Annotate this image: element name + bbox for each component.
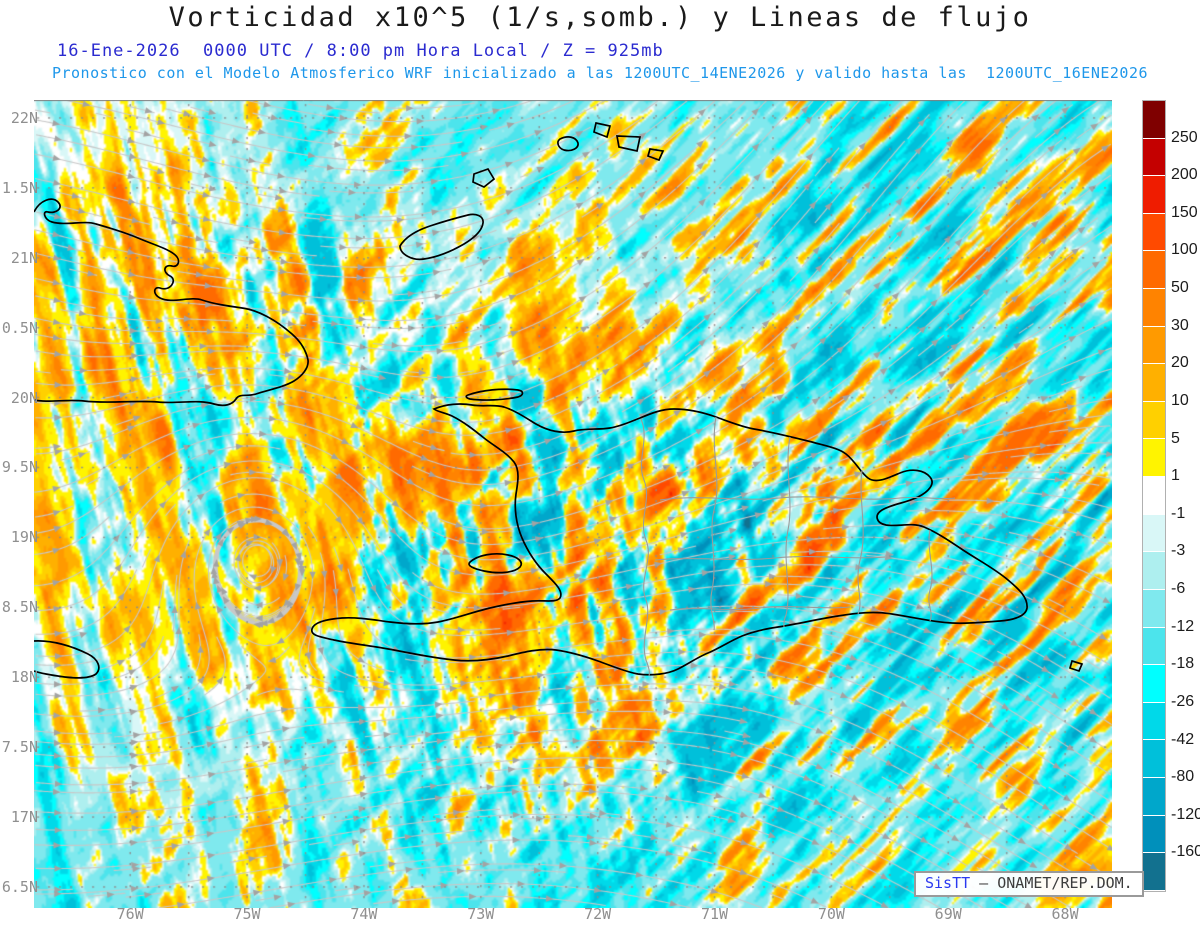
border-province-6 xyxy=(654,556,886,561)
coastline-overlay xyxy=(34,121,1084,679)
colorbar-seg-0 xyxy=(1143,101,1165,139)
colorbar-label--6: -6 xyxy=(1171,580,1186,598)
coastline-turks-1 xyxy=(615,135,642,153)
y-tick-6.5N: 6.5N xyxy=(1,877,38,896)
vorticity-field-canvas xyxy=(34,100,1112,908)
coastline-mona-island xyxy=(1068,659,1084,673)
x-tick-76W: 76W xyxy=(116,905,144,923)
colorbar-seg-20 xyxy=(1143,853,1165,891)
watermark: SisTT – ONAMET/REP.DOM. xyxy=(914,871,1144,897)
colorbar-seg-10 xyxy=(1143,477,1165,515)
coastline-tortuga-island xyxy=(465,388,524,401)
x-tick-75W: 75W xyxy=(233,905,261,923)
y-tick-20N: 20N xyxy=(10,388,38,407)
coastline-gonave-island xyxy=(468,552,523,574)
subtitle-valid-time: 16-Ene-2026 0000 UTC / 8:00 pm Hora Loca… xyxy=(57,41,664,61)
y-tick-22N: 22N xyxy=(10,108,38,127)
colorbar-label-5: 5 xyxy=(1171,429,1180,447)
colorbar-label--12: -12 xyxy=(1171,617,1195,635)
border-province-2 xyxy=(783,436,791,628)
colorbar-label--26: -26 xyxy=(1171,692,1195,710)
watermark-brand: SisTT xyxy=(925,874,971,892)
y-tick-7.5N: 7.5N xyxy=(1,738,38,757)
colorbar-label-50: 50 xyxy=(1171,279,1189,297)
border-haiti-dr-border xyxy=(640,418,650,677)
y-tick-19N: 19N xyxy=(10,528,38,547)
coastline-great-inagua xyxy=(399,213,484,261)
x-tick-68W: 68W xyxy=(1051,905,1079,923)
colorbar-label-100: 100 xyxy=(1171,241,1198,259)
colorbar-seg-12 xyxy=(1143,552,1165,590)
border-province-5 xyxy=(659,496,956,501)
colorbar-seg-13 xyxy=(1143,589,1165,628)
colorbar-label--1: -1 xyxy=(1171,504,1186,522)
colorbar-seg-1 xyxy=(1143,138,1165,177)
colorbar-seg-9 xyxy=(1143,439,1165,478)
colorbar-label--120: -120 xyxy=(1171,805,1200,823)
colorbar-label-30: 30 xyxy=(1171,316,1189,334)
colorbar xyxy=(1142,100,1166,892)
x-tick-69W: 69W xyxy=(934,905,962,923)
colorbar-seg-15 xyxy=(1143,665,1165,703)
watermark-org: ONAMET/REP.DOM. xyxy=(997,874,1133,892)
colorbar-seg-14 xyxy=(1143,627,1165,666)
colorbar-label--3: -3 xyxy=(1171,542,1186,560)
y-tick-1.5N: 1.5N xyxy=(1,178,38,197)
border-province-4 xyxy=(928,529,933,622)
colorbar-label-200: 200 xyxy=(1171,166,1198,184)
coastline-caicos-2 xyxy=(593,121,612,139)
colorbar-seg-5 xyxy=(1143,289,1165,327)
y-tick-18N: 18N xyxy=(10,668,38,687)
colorbar-seg-18 xyxy=(1143,777,1165,816)
coastline-jamaica-fragment xyxy=(34,640,100,679)
colorbar-label--160: -160 xyxy=(1171,843,1200,861)
colorbar-seg-2 xyxy=(1143,176,1165,214)
coastline-hispaniola xyxy=(311,403,1028,676)
y-tick-17N: 17N xyxy=(10,808,38,826)
colorbar-label--42: -42 xyxy=(1171,730,1195,748)
colorbar-label-250: 250 xyxy=(1171,128,1198,146)
colorbar-label--18: -18 xyxy=(1171,655,1195,673)
border-province-3 xyxy=(857,469,864,615)
y-tick-0.5N: 0.5N xyxy=(1,318,38,337)
colorbar-seg-7 xyxy=(1143,364,1165,402)
y-tick-21N: 21N xyxy=(10,248,38,267)
x-tick-74W: 74W xyxy=(350,905,378,923)
colorbar-seg-16 xyxy=(1143,702,1165,741)
colorbar-seg-8 xyxy=(1143,401,1165,440)
coastline-turks-2 xyxy=(646,148,665,162)
x-tick-72W: 72W xyxy=(584,905,612,923)
colorbar-seg-6 xyxy=(1143,326,1165,365)
colorbar-label--80: -80 xyxy=(1171,768,1195,786)
x-tick-70W: 70W xyxy=(817,905,845,923)
y-tick-9.5N: 9.5N xyxy=(1,458,38,477)
colorbar-seg-17 xyxy=(1143,740,1165,778)
x-tick-73W: 73W xyxy=(467,905,495,923)
page-title: Vorticidad x10^5 (1/s,somb.) y Lineas de… xyxy=(168,2,1032,33)
colorbar-label-10: 10 xyxy=(1171,391,1189,409)
colorbar-seg-3 xyxy=(1143,213,1165,252)
coastline-cuba-east xyxy=(34,198,309,407)
y-tick-8.5N: 8.5N xyxy=(1,598,38,617)
border-province-1 xyxy=(710,416,718,631)
coastline-little-inagua xyxy=(472,167,496,188)
colorbar-seg-11 xyxy=(1143,514,1165,553)
x-tick-71W: 71W xyxy=(700,905,729,923)
colorbar-label-150: 150 xyxy=(1171,203,1198,221)
colorbar-label-20: 20 xyxy=(1171,354,1189,372)
watermark-dash: – xyxy=(970,874,998,892)
coastline-caicos-1 xyxy=(557,136,579,152)
colorbar-label-1: 1 xyxy=(1171,467,1180,485)
subtitle-model-info: Pronostico con el Modelo Atmosferico WRF… xyxy=(51,64,1149,82)
colorbar-seg-19 xyxy=(1143,815,1165,854)
border-province-7 xyxy=(669,606,851,611)
map-plot-area xyxy=(34,100,1112,908)
colorbar-seg-4 xyxy=(1143,251,1165,290)
